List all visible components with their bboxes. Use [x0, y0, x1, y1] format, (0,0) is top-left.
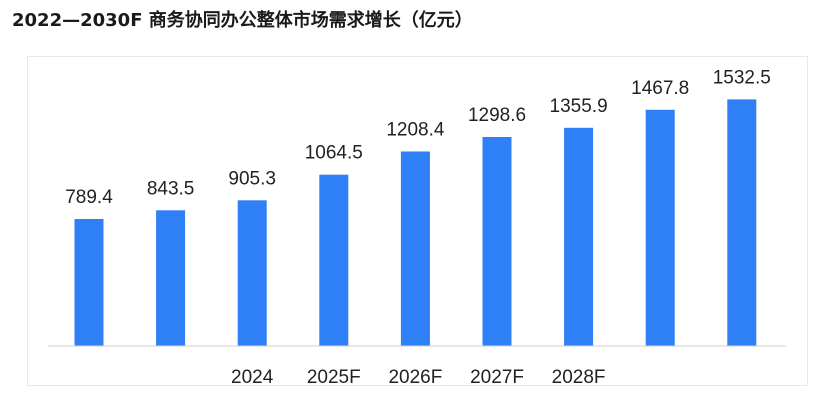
bar-1 — [156, 210, 186, 346]
chart-title: 2022—2030F 商务协同办公整体市场需求增长（亿元） — [12, 10, 473, 31]
data-label-0: 789.4 — [65, 187, 113, 208]
data-label-3: 1064.5 — [305, 143, 363, 164]
bar-2 — [237, 200, 267, 346]
data-label-2: 905.3 — [228, 168, 276, 189]
x-tick-label-2: 2024 — [231, 367, 274, 388]
bars-group — [74, 99, 757, 347]
x-tick-label-4: 2026F — [388, 367, 442, 388]
data-label-6: 1355.9 — [550, 96, 608, 117]
data-label-4: 1208.4 — [386, 120, 445, 141]
bar-8 — [727, 99, 757, 347]
bar-0 — [74, 219, 104, 346]
data-label-1: 843.5 — [147, 178, 195, 199]
x-tick-label-5: 2027F — [470, 367, 524, 388]
bar-4 — [400, 151, 430, 346]
bar-6 — [564, 127, 594, 346]
bar-3 — [319, 174, 349, 346]
chart-frame — [27, 56, 808, 386]
data-label-5: 1298.6 — [468, 105, 526, 126]
data-label-8: 1532.5 — [713, 67, 771, 88]
bar-7 — [645, 109, 675, 346]
data-labels-group: 789.4 843.5 905.3 1064.5 1208.4 1298.6 1355.9 1… — [65, 67, 771, 208]
x-tick-label-3: 2025F — [307, 367, 361, 388]
data-label-7: 1467.8 — [631, 78, 689, 99]
tick-labels-group: 2024 2025F 2026F 2027F 2028F — [231, 367, 605, 388]
x-tick-label-6: 2028F — [552, 367, 606, 388]
bar-5 — [482, 137, 512, 346]
